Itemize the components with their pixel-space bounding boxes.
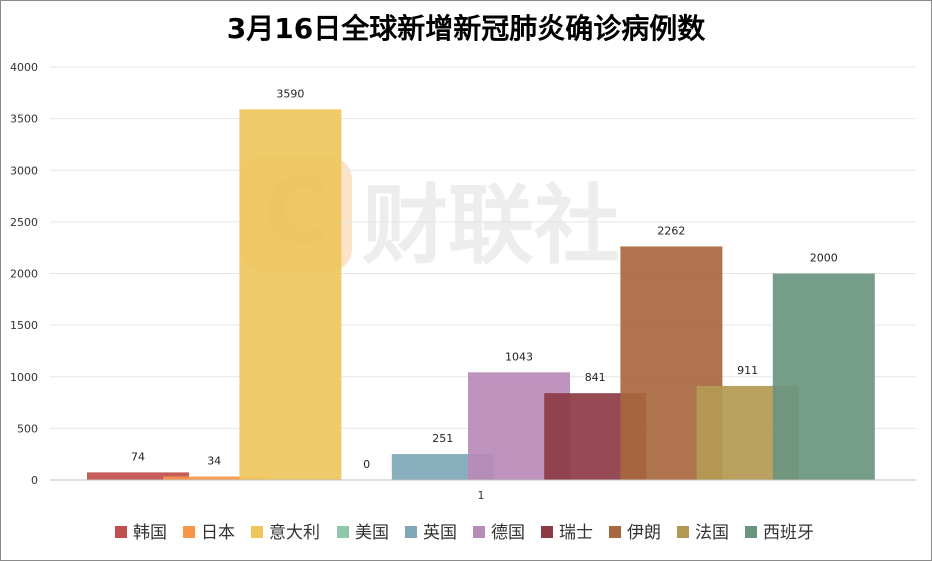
legend: 韩国 日本 意大利 美国 英国 德国 瑞士 伊朗 法国 西班牙 [115,523,814,543]
data-label-3: 3590 [276,87,304,100]
legend-item-2: 日本 [183,523,235,543]
bars [87,109,875,481]
legend-label: 德国 [491,523,525,543]
data-label-5: 251 [432,432,453,445]
data-label-10: 2000 [810,252,838,265]
legend-item-1: 韩国 [115,523,167,543]
bar-1 [87,472,189,480]
legend-label: 西班牙 [763,523,814,543]
legend-swatch [337,526,349,538]
y-tick-label: 4000 [10,61,38,74]
legend-item-3: 意大利 [251,523,320,543]
legend-swatch [115,526,127,538]
legend-label: 法国 [695,523,729,543]
data-label-7: 841 [585,371,606,384]
data-labels: 74 34 3590 0 251 1043 841 2262 911 2000 [131,87,838,471]
watermark-text: 财联社 [362,176,620,276]
legend-swatch [405,526,417,538]
y-tick-label: 1500 [10,319,38,332]
y-tick-label: 2000 [10,268,38,281]
data-label-2: 34 [207,454,221,467]
data-label-6: 1043 [505,350,533,363]
data-label-1: 74 [131,450,145,463]
bar-10 [772,273,875,480]
data-label-9: 911 [737,364,758,377]
y-axis: 0 500 1000 1500 2000 2500 3000 3500 4000 [10,61,38,487]
data-label-4: 0 [363,458,370,471]
x-axis: 1 [50,479,916,502]
legend-swatch [473,526,485,538]
legend-swatch [609,526,621,538]
legend-label: 日本 [201,523,235,543]
legend-label: 伊朗 [627,523,661,543]
y-tick-label: 1000 [10,371,38,384]
legend-swatch [745,526,757,538]
legend-swatch [541,526,553,538]
legend-swatch [251,526,263,538]
legend-item-9: 法国 [677,523,729,543]
legend-item-5: 英国 [405,523,457,543]
legend-label: 韩国 [133,523,167,543]
legend-item-10: 西班牙 [745,523,814,543]
y-tick-label: 500 [17,422,38,435]
y-tick-label: 0 [31,474,38,487]
legend-label: 英国 [423,523,457,543]
data-label-8: 2262 [657,224,685,237]
legend-item-7: 瑞士 [541,523,593,543]
legend-label: 美国 [355,523,389,543]
legend-item-8: 伊朗 [609,523,661,543]
y-tick-label: 3500 [10,113,38,126]
chart-title: 3月16日全球新增新冠肺炎确诊病例数 [227,12,706,45]
legend-swatch [677,526,689,538]
legend-item-6: 德国 [473,523,525,543]
legend-item-4: 美国 [337,523,389,543]
x-tick-label: 1 [478,489,485,502]
bar-2 [163,476,266,480]
y-tick-label: 3000 [10,164,38,177]
legend-label: 瑞士 [559,523,593,543]
y-tick-label: 2500 [10,216,38,229]
legend-swatch [183,526,195,538]
bar-3 [239,109,342,481]
legend-label: 意大利 [269,523,320,543]
